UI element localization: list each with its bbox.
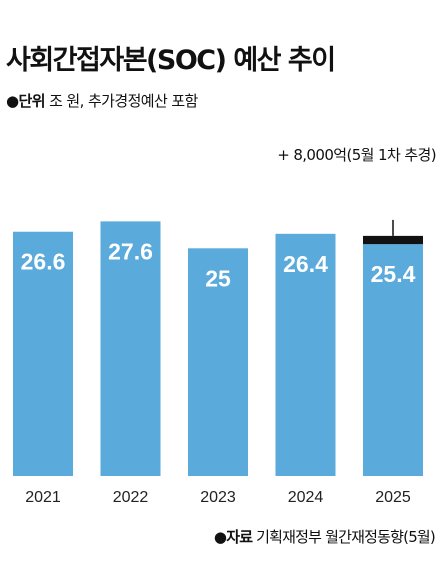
bar-2025: [363, 244, 423, 476]
category-label-2021: 2021: [25, 489, 61, 506]
source-text: 기획재정부 월간재정동향(5월): [256, 528, 436, 546]
category-label-2022: 2022: [113, 489, 149, 506]
bar-2023: [188, 248, 248, 476]
unit-note: ●단위 조 원, 추가경정예산 포함: [6, 90, 198, 111]
bar-addition-2025: [363, 235, 423, 245]
bar-value-label-2022: 27.6: [108, 238, 153, 264]
category-label-2023: 2023: [200, 489, 236, 506]
bar-value-label-2025: 25.4: [371, 261, 416, 287]
bar-2022: [100, 221, 161, 476]
unit-text: 조 원, 추가경정예산 포함: [49, 92, 198, 110]
bar-2024: [275, 233, 336, 476]
annotation-label: + 8,000억(5월 1차 추경): [277, 146, 436, 164]
category-label-2024: 2024: [288, 489, 324, 506]
source-label: ●자료: [213, 528, 253, 546]
category-label-2025: 2025: [375, 489, 411, 506]
source-note: ●자료 기획재정부 월간재정동향(5월): [213, 526, 436, 547]
bar-value-label-2024: 26.4: [283, 251, 328, 277]
bar-value-label-2021: 26.6: [21, 249, 66, 275]
chart-title: 사회간접자본(SOC) 예산 추이: [6, 45, 336, 76]
bar-2021: [13, 231, 73, 476]
unit-label: ●단위: [6, 92, 45, 110]
bar-value-label-2023: 25: [205, 265, 231, 291]
